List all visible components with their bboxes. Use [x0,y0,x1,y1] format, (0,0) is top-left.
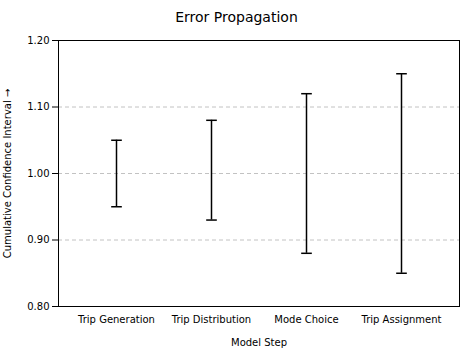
svg-text:Trip Assignment: Trip Assignment [361,314,442,325]
svg-text:Trip Generation: Trip Generation [77,314,155,325]
html-text:Error Propagation: Error Propagation [175,9,298,25]
svg-text:1.10: 1.10 [27,101,49,112]
svg-text:Trip Distribution: Trip Distribution [171,314,251,325]
svg-text:0.80: 0.80 [27,301,49,312]
svg-text:Cumulative Confidence Interval: Cumulative Confidence Interval → [2,89,13,259]
svg-text:Mode Choice: Mode Choice [274,314,338,325]
svg-text:1.00: 1.00 [27,168,49,179]
svg-text:Model Step: Model Step [231,337,287,348]
svg-text:1.20: 1.20 [27,35,49,46]
svg-text:0.90: 0.90 [27,234,49,245]
